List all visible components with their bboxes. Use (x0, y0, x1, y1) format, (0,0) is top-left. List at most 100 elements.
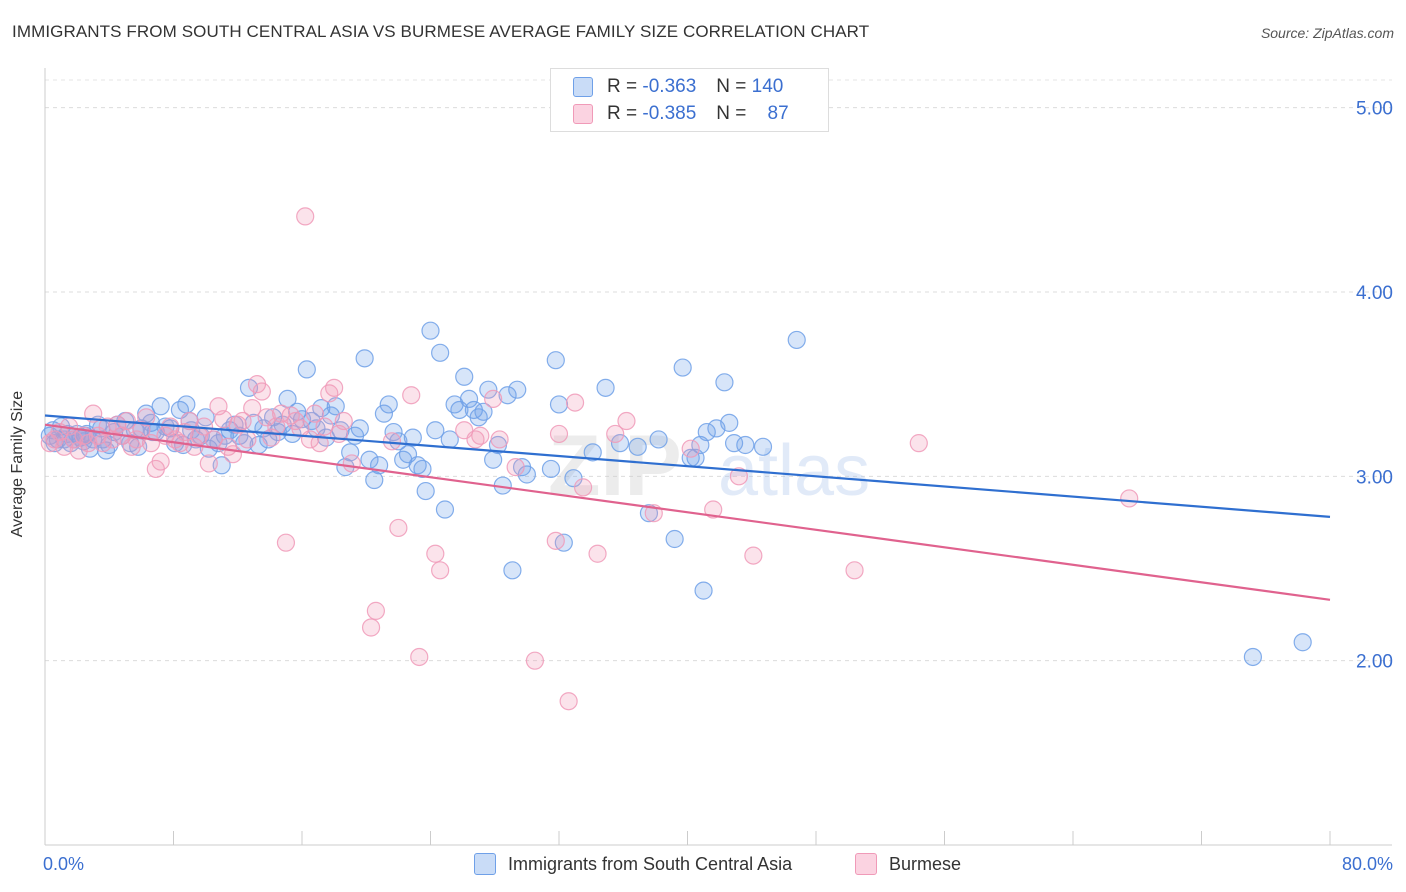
y-tick-label: 3.00 (1356, 467, 1393, 488)
data-point (459, 389, 479, 409)
legend-swatch-pink (573, 104, 593, 124)
data-point (334, 411, 353, 431)
y-tick-label: 5.00 (1356, 99, 1393, 120)
data-point (403, 428, 422, 447)
data-point (379, 395, 398, 414)
data-point (276, 533, 296, 552)
legend-r-label: R = (607, 76, 638, 97)
data-point (649, 430, 668, 449)
data-point (374, 404, 394, 423)
data-point (416, 481, 435, 501)
data-point (469, 408, 488, 427)
data-point (787, 330, 806, 350)
y-tick-label: 2.00 (1356, 652, 1393, 673)
x-tick-label-min: 0.0% (43, 854, 84, 874)
data-point (342, 454, 361, 473)
data-point (471, 426, 490, 445)
data-point (238, 430, 257, 449)
data-point (320, 384, 339, 403)
data-point (421, 321, 440, 340)
data-point (93, 434, 112, 453)
data-point (729, 467, 749, 486)
legend-r-value: -0.363 (642, 76, 697, 97)
legend-r-label: R = (607, 103, 638, 124)
data-point (361, 618, 381, 637)
data-point (366, 601, 385, 620)
data-point (389, 518, 408, 538)
data-point (610, 434, 630, 453)
data-point (79, 434, 98, 453)
data-point (736, 435, 755, 455)
trend-line-burmese (44, 423, 1331, 601)
data-point (606, 424, 625, 444)
data-point (296, 207, 315, 226)
data-point (315, 417, 334, 436)
data-point (506, 458, 525, 477)
data-point (474, 402, 493, 421)
data-point (694, 581, 713, 600)
data-point (305, 404, 324, 423)
data-point (639, 504, 659, 523)
data-point (365, 470, 384, 490)
tick-labels: 2.00 3.00 4.00 5.00 0.0% 80.0% (43, 99, 1393, 874)
data-point (503, 561, 522, 580)
data-point (233, 411, 252, 431)
data-point (720, 413, 739, 432)
data-point (455, 367, 474, 386)
data-point (565, 393, 585, 412)
data-point (490, 430, 509, 449)
series-burmese (40, 207, 1139, 711)
data-point (431, 343, 450, 362)
data-point (384, 422, 403, 442)
data-point (252, 382, 271, 401)
data-point (259, 430, 278, 449)
data-point (1120, 489, 1139, 508)
data-point (413, 459, 432, 479)
axes (44, 68, 1392, 846)
data-point (909, 434, 928, 453)
data-point (546, 531, 565, 550)
data-point (845, 561, 864, 580)
data-point (498, 386, 517, 405)
data-point (704, 500, 723, 519)
data-point (435, 500, 455, 519)
data-point (223, 445, 243, 464)
data-point (69, 441, 88, 460)
grid-lines (45, 79, 1392, 662)
data-point (596, 378, 615, 397)
data-point (426, 544, 445, 563)
bottom-legend-item-burmese: Burmese (855, 852, 961, 876)
data-point (325, 378, 344, 397)
data-point (697, 422, 716, 442)
data-point (665, 529, 684, 549)
data-point (410, 647, 429, 667)
x-tick-label-max: 80.0% (1342, 854, 1393, 874)
legend-n-value: 140 (751, 76, 784, 97)
data-point (55, 437, 74, 456)
y-tick-label: 4.00 (1356, 283, 1393, 304)
data-point (564, 469, 583, 488)
data-point (389, 432, 408, 451)
bottom-legend-item-south-central-asia: Immigrants from South Central Asia (474, 852, 792, 876)
data-point (402, 386, 421, 405)
bottom-legend-swatch-pink (855, 853, 877, 875)
data-point (440, 430, 459, 449)
data-point (355, 349, 374, 368)
data-point (559, 692, 578, 711)
correlation-legend: R = -0.363 N = 140 R = -0.385 N = 87 (550, 68, 829, 132)
data-point (243, 399, 262, 418)
data-point (744, 546, 763, 565)
data-point (479, 380, 498, 399)
series-south-central-asia (40, 321, 1312, 667)
data-point (350, 419, 369, 438)
data-point (484, 389, 503, 409)
legend-row-south-central-asia: R = -0.363 N = 140 (573, 74, 783, 100)
data-point (151, 397, 170, 416)
data-point (431, 561, 450, 580)
legend-swatch-blue (573, 77, 593, 97)
bottom-legend-label: Burmese (889, 853, 962, 874)
data-point (724, 434, 744, 453)
data-point (525, 651, 545, 670)
trend-layer (44, 414, 1331, 601)
